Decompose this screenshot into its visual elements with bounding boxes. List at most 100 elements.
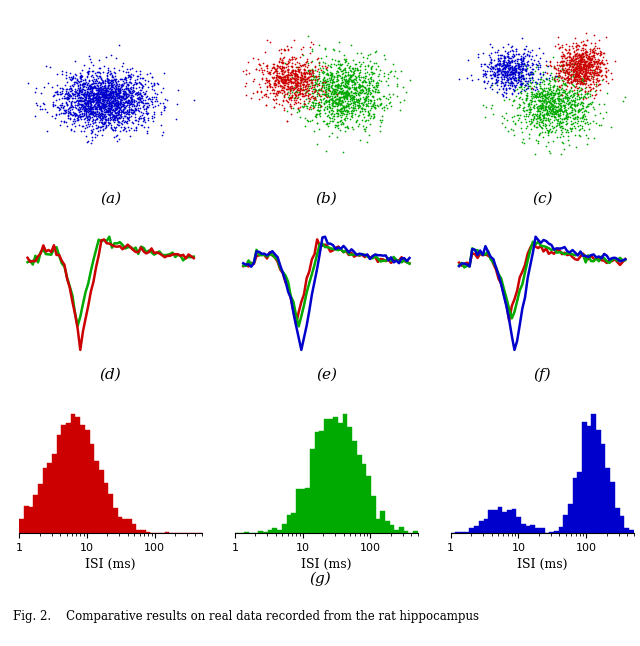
Point: [576, 54, 586, 65]
Point: [104, 98, 115, 109]
Point: [70, 87, 81, 98]
Point: [78, 100, 88, 110]
Point: [81, 85, 92, 96]
Point: [76, 96, 86, 107]
Point: [488, 63, 498, 73]
Point: [116, 105, 126, 115]
Point: [589, 70, 600, 80]
Point: [282, 74, 292, 85]
Point: [101, 90, 111, 101]
Point: [119, 99, 129, 110]
Point: [561, 67, 571, 78]
Point: [340, 115, 350, 125]
Point: [539, 85, 549, 96]
Point: [583, 89, 593, 99]
Point: [595, 46, 605, 56]
Point: [332, 132, 342, 142]
Point: [601, 67, 611, 77]
Point: [554, 92, 564, 103]
Point: [551, 98, 561, 109]
Point: [124, 109, 134, 120]
Point: [524, 50, 534, 60]
Point: [138, 73, 148, 83]
Point: [361, 83, 371, 94]
Point: [348, 63, 358, 74]
Point: [358, 72, 368, 82]
Point: [335, 112, 346, 122]
Point: [95, 95, 105, 105]
Point: [568, 67, 579, 78]
Point: [550, 108, 560, 118]
Point: [543, 87, 554, 97]
Point: [106, 76, 116, 87]
Point: [359, 96, 369, 107]
Point: [543, 101, 554, 112]
Point: [566, 82, 576, 92]
Point: [554, 122, 564, 132]
Point: [542, 98, 552, 108]
Point: [349, 74, 359, 84]
Point: [301, 87, 312, 97]
Point: [283, 44, 293, 54]
Point: [357, 84, 367, 94]
Point: [324, 103, 335, 114]
Point: [527, 68, 538, 79]
Point: [585, 57, 595, 68]
Point: [498, 58, 508, 68]
Point: [290, 89, 300, 99]
Point: [268, 73, 278, 83]
Point: [314, 68, 324, 79]
Point: [526, 87, 536, 98]
Point: [357, 85, 367, 96]
Bar: [348, 427, 352, 533]
Point: [298, 77, 308, 87]
Point: [509, 70, 520, 81]
Point: [162, 95, 172, 105]
Point: [308, 101, 319, 111]
Point: [535, 121, 545, 132]
Point: [90, 103, 100, 114]
Point: [278, 53, 288, 63]
Point: [572, 88, 582, 98]
Point: [314, 109, 324, 119]
Point: [124, 125, 134, 135]
Point: [106, 118, 116, 129]
Point: [365, 87, 375, 98]
Point: [280, 76, 290, 86]
Point: [65, 91, 75, 101]
Point: [103, 120, 113, 130]
Point: [261, 89, 271, 99]
Point: [591, 63, 601, 74]
Point: [581, 76, 591, 86]
Point: [598, 113, 609, 123]
Point: [570, 70, 580, 81]
Bar: [390, 525, 394, 533]
Point: [109, 132, 119, 142]
Point: [134, 99, 144, 110]
Point: [335, 104, 346, 114]
Point: [83, 136, 93, 147]
Point: [586, 51, 596, 61]
Point: [275, 53, 285, 63]
Point: [561, 77, 572, 87]
Point: [595, 66, 605, 76]
Point: [493, 65, 504, 75]
Point: [86, 85, 96, 96]
Point: [556, 98, 566, 108]
Point: [285, 88, 295, 98]
Point: [502, 48, 513, 59]
Point: [248, 53, 259, 63]
Point: [300, 90, 310, 100]
Point: [332, 65, 342, 76]
Point: [103, 116, 113, 127]
Point: [554, 85, 564, 96]
Point: [581, 50, 591, 61]
Point: [494, 83, 504, 94]
Point: [572, 45, 582, 55]
Point: [590, 38, 600, 48]
Point: [311, 85, 321, 96]
Point: [292, 78, 303, 88]
Point: [111, 103, 122, 114]
Point: [490, 78, 500, 89]
Point: [113, 106, 123, 116]
